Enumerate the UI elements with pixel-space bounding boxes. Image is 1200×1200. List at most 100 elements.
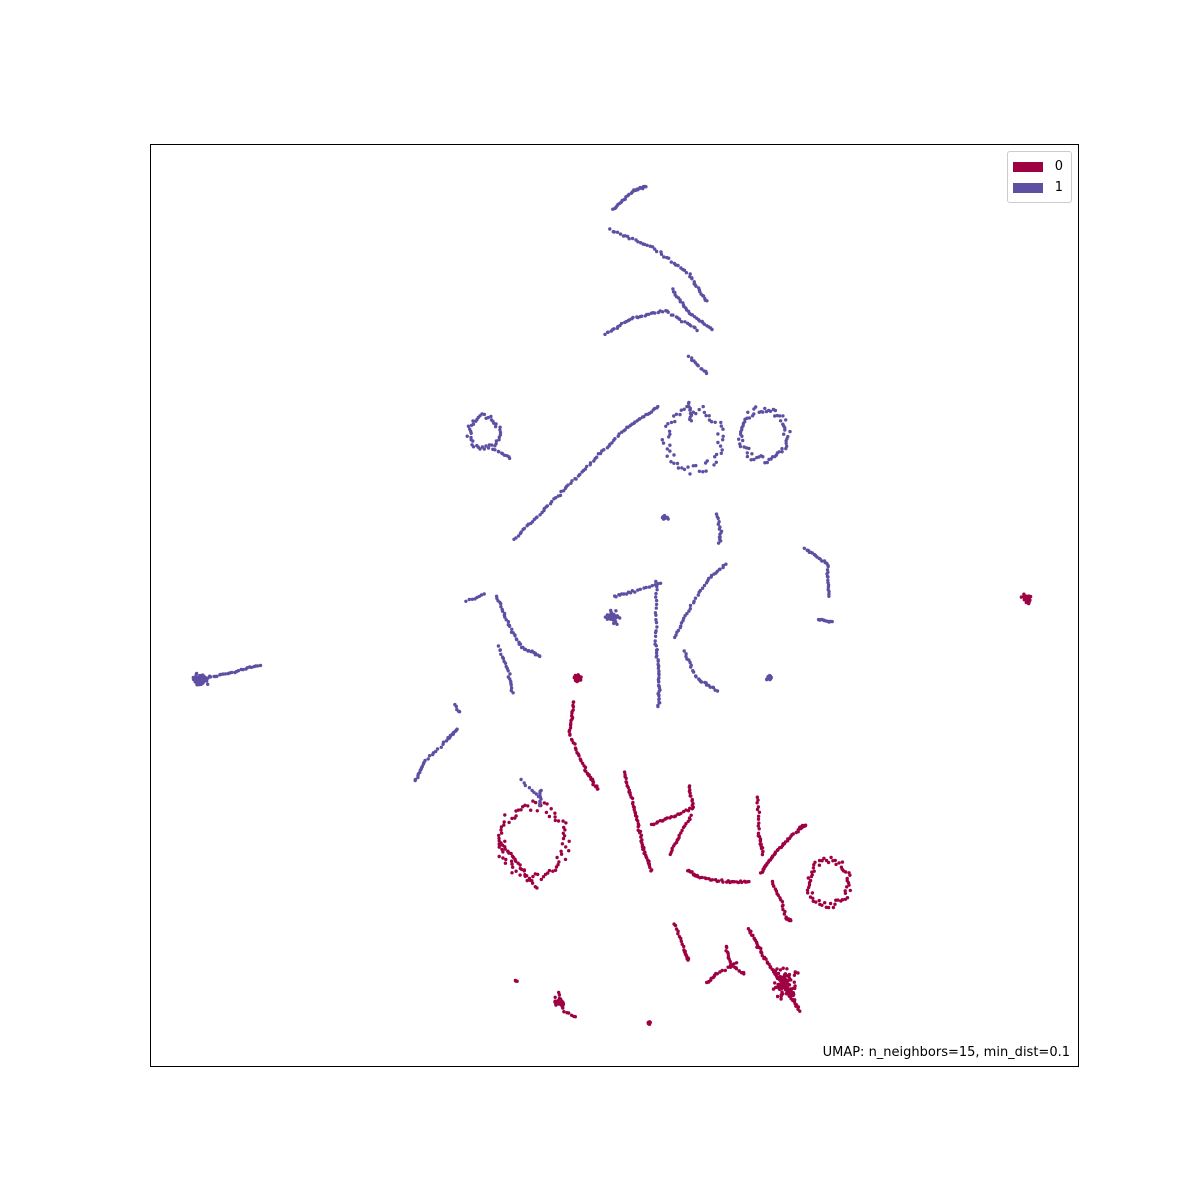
point-class-1 xyxy=(669,460,673,464)
point-class-0 xyxy=(820,903,824,907)
point-class-0 xyxy=(756,814,761,818)
point-class-1 xyxy=(535,515,539,519)
point-class-1 xyxy=(545,504,550,508)
point-class-1 xyxy=(612,230,616,234)
point-class-1 xyxy=(825,568,830,572)
point-class-1 xyxy=(654,618,658,622)
point-class-0 xyxy=(527,876,532,881)
point-class-1 xyxy=(617,432,621,436)
point-class-0 xyxy=(734,961,739,965)
point-class-0 xyxy=(626,785,630,790)
point-class-1 xyxy=(256,664,260,668)
point-class-0 xyxy=(689,813,693,817)
point-class-1 xyxy=(613,437,617,441)
point-class-0 xyxy=(564,821,568,825)
point-class-1 xyxy=(687,405,691,409)
point-class-1 xyxy=(827,594,831,598)
point-class-0 xyxy=(785,967,789,971)
point-class-1 xyxy=(678,300,682,304)
point-class-0 xyxy=(559,852,564,856)
point-class-0 xyxy=(776,971,781,976)
point-class-1 xyxy=(585,464,589,469)
point-class-1 xyxy=(499,602,503,606)
point-class-1 xyxy=(662,255,666,259)
point-class-0 xyxy=(793,998,797,1002)
point-class-0 xyxy=(516,861,520,865)
point-class-1 xyxy=(713,455,717,459)
point-class-1 xyxy=(562,489,566,493)
point-class-0 xyxy=(507,820,511,825)
point-class-1 xyxy=(679,624,683,628)
point-class-1 xyxy=(538,513,542,517)
point-class-0 xyxy=(553,811,557,815)
point-class-1 xyxy=(664,424,668,428)
plot-area: 0 1 UMAP: n_neighbors=15, min_dist=0.1 xyxy=(150,144,1079,1067)
point-class-0 xyxy=(518,873,522,877)
point-class-0 xyxy=(787,989,792,993)
point-class-1 xyxy=(532,790,536,794)
point-class-0 xyxy=(679,936,683,941)
point-class-1 xyxy=(654,249,659,254)
point-class-1 xyxy=(614,595,618,599)
point-class-1 xyxy=(511,691,515,695)
point-class-1 xyxy=(691,464,695,468)
point-class-0 xyxy=(503,861,508,865)
point-class-0 xyxy=(539,877,543,882)
point-class-0 xyxy=(775,967,779,971)
point-class-1 xyxy=(694,411,698,416)
point-class-1 xyxy=(622,592,626,596)
point-class-1 xyxy=(503,615,507,619)
point-class-1 xyxy=(693,326,697,330)
umap-parameters-annotation: UMAP: n_neighbors=15, min_dist=0.1 xyxy=(822,1045,1070,1060)
point-class-0 xyxy=(622,770,627,774)
point-class-1 xyxy=(656,704,660,709)
point-class-1 xyxy=(719,420,723,425)
point-class-0 xyxy=(817,898,821,903)
point-class-0 xyxy=(772,884,776,888)
legend-swatch-0 xyxy=(1012,161,1043,172)
point-class-1 xyxy=(682,268,687,272)
point-class-1 xyxy=(771,407,776,412)
point-class-0 xyxy=(757,827,761,831)
point-class-1 xyxy=(610,441,614,445)
point-class-1 xyxy=(208,675,213,679)
point-class-1 xyxy=(470,597,474,601)
point-class-1 xyxy=(765,677,769,682)
point-class-1 xyxy=(765,460,769,465)
point-class-0 xyxy=(776,893,780,897)
point-class-1 xyxy=(656,404,660,409)
point-class-1 xyxy=(650,584,654,588)
legend-label-1: 1 xyxy=(1054,180,1063,195)
point-class-1 xyxy=(654,591,658,596)
point-class-0 xyxy=(807,885,811,890)
point-class-1 xyxy=(536,794,541,799)
point-class-0 xyxy=(510,816,514,821)
point-class-0 xyxy=(509,859,514,863)
point-class-1 xyxy=(780,447,784,451)
point-class-0 xyxy=(847,871,851,875)
point-class-1 xyxy=(669,420,674,425)
point-class-0 xyxy=(780,904,785,908)
point-class-1 xyxy=(704,469,708,473)
point-class-1 xyxy=(697,407,701,412)
point-class-0 xyxy=(779,997,783,1001)
point-class-0 xyxy=(773,969,778,974)
point-class-1 xyxy=(595,455,599,459)
point-class-0 xyxy=(544,810,549,815)
point-class-0 xyxy=(782,977,787,981)
point-class-1 xyxy=(527,786,532,790)
point-class-1 xyxy=(705,459,709,463)
point-class-1 xyxy=(578,472,582,477)
point-class-1 xyxy=(702,410,707,415)
point-class-1 xyxy=(471,439,475,443)
point-class-0 xyxy=(839,865,844,869)
point-class-1 xyxy=(672,461,676,465)
point-class-1 xyxy=(434,749,438,754)
point-class-0 xyxy=(778,983,782,987)
point-class-1 xyxy=(669,260,673,264)
point-class-1 xyxy=(474,419,478,423)
point-class-0 xyxy=(751,933,755,938)
point-class-1 xyxy=(655,588,659,592)
point-class-1 xyxy=(781,414,785,418)
point-class-1 xyxy=(702,583,707,588)
